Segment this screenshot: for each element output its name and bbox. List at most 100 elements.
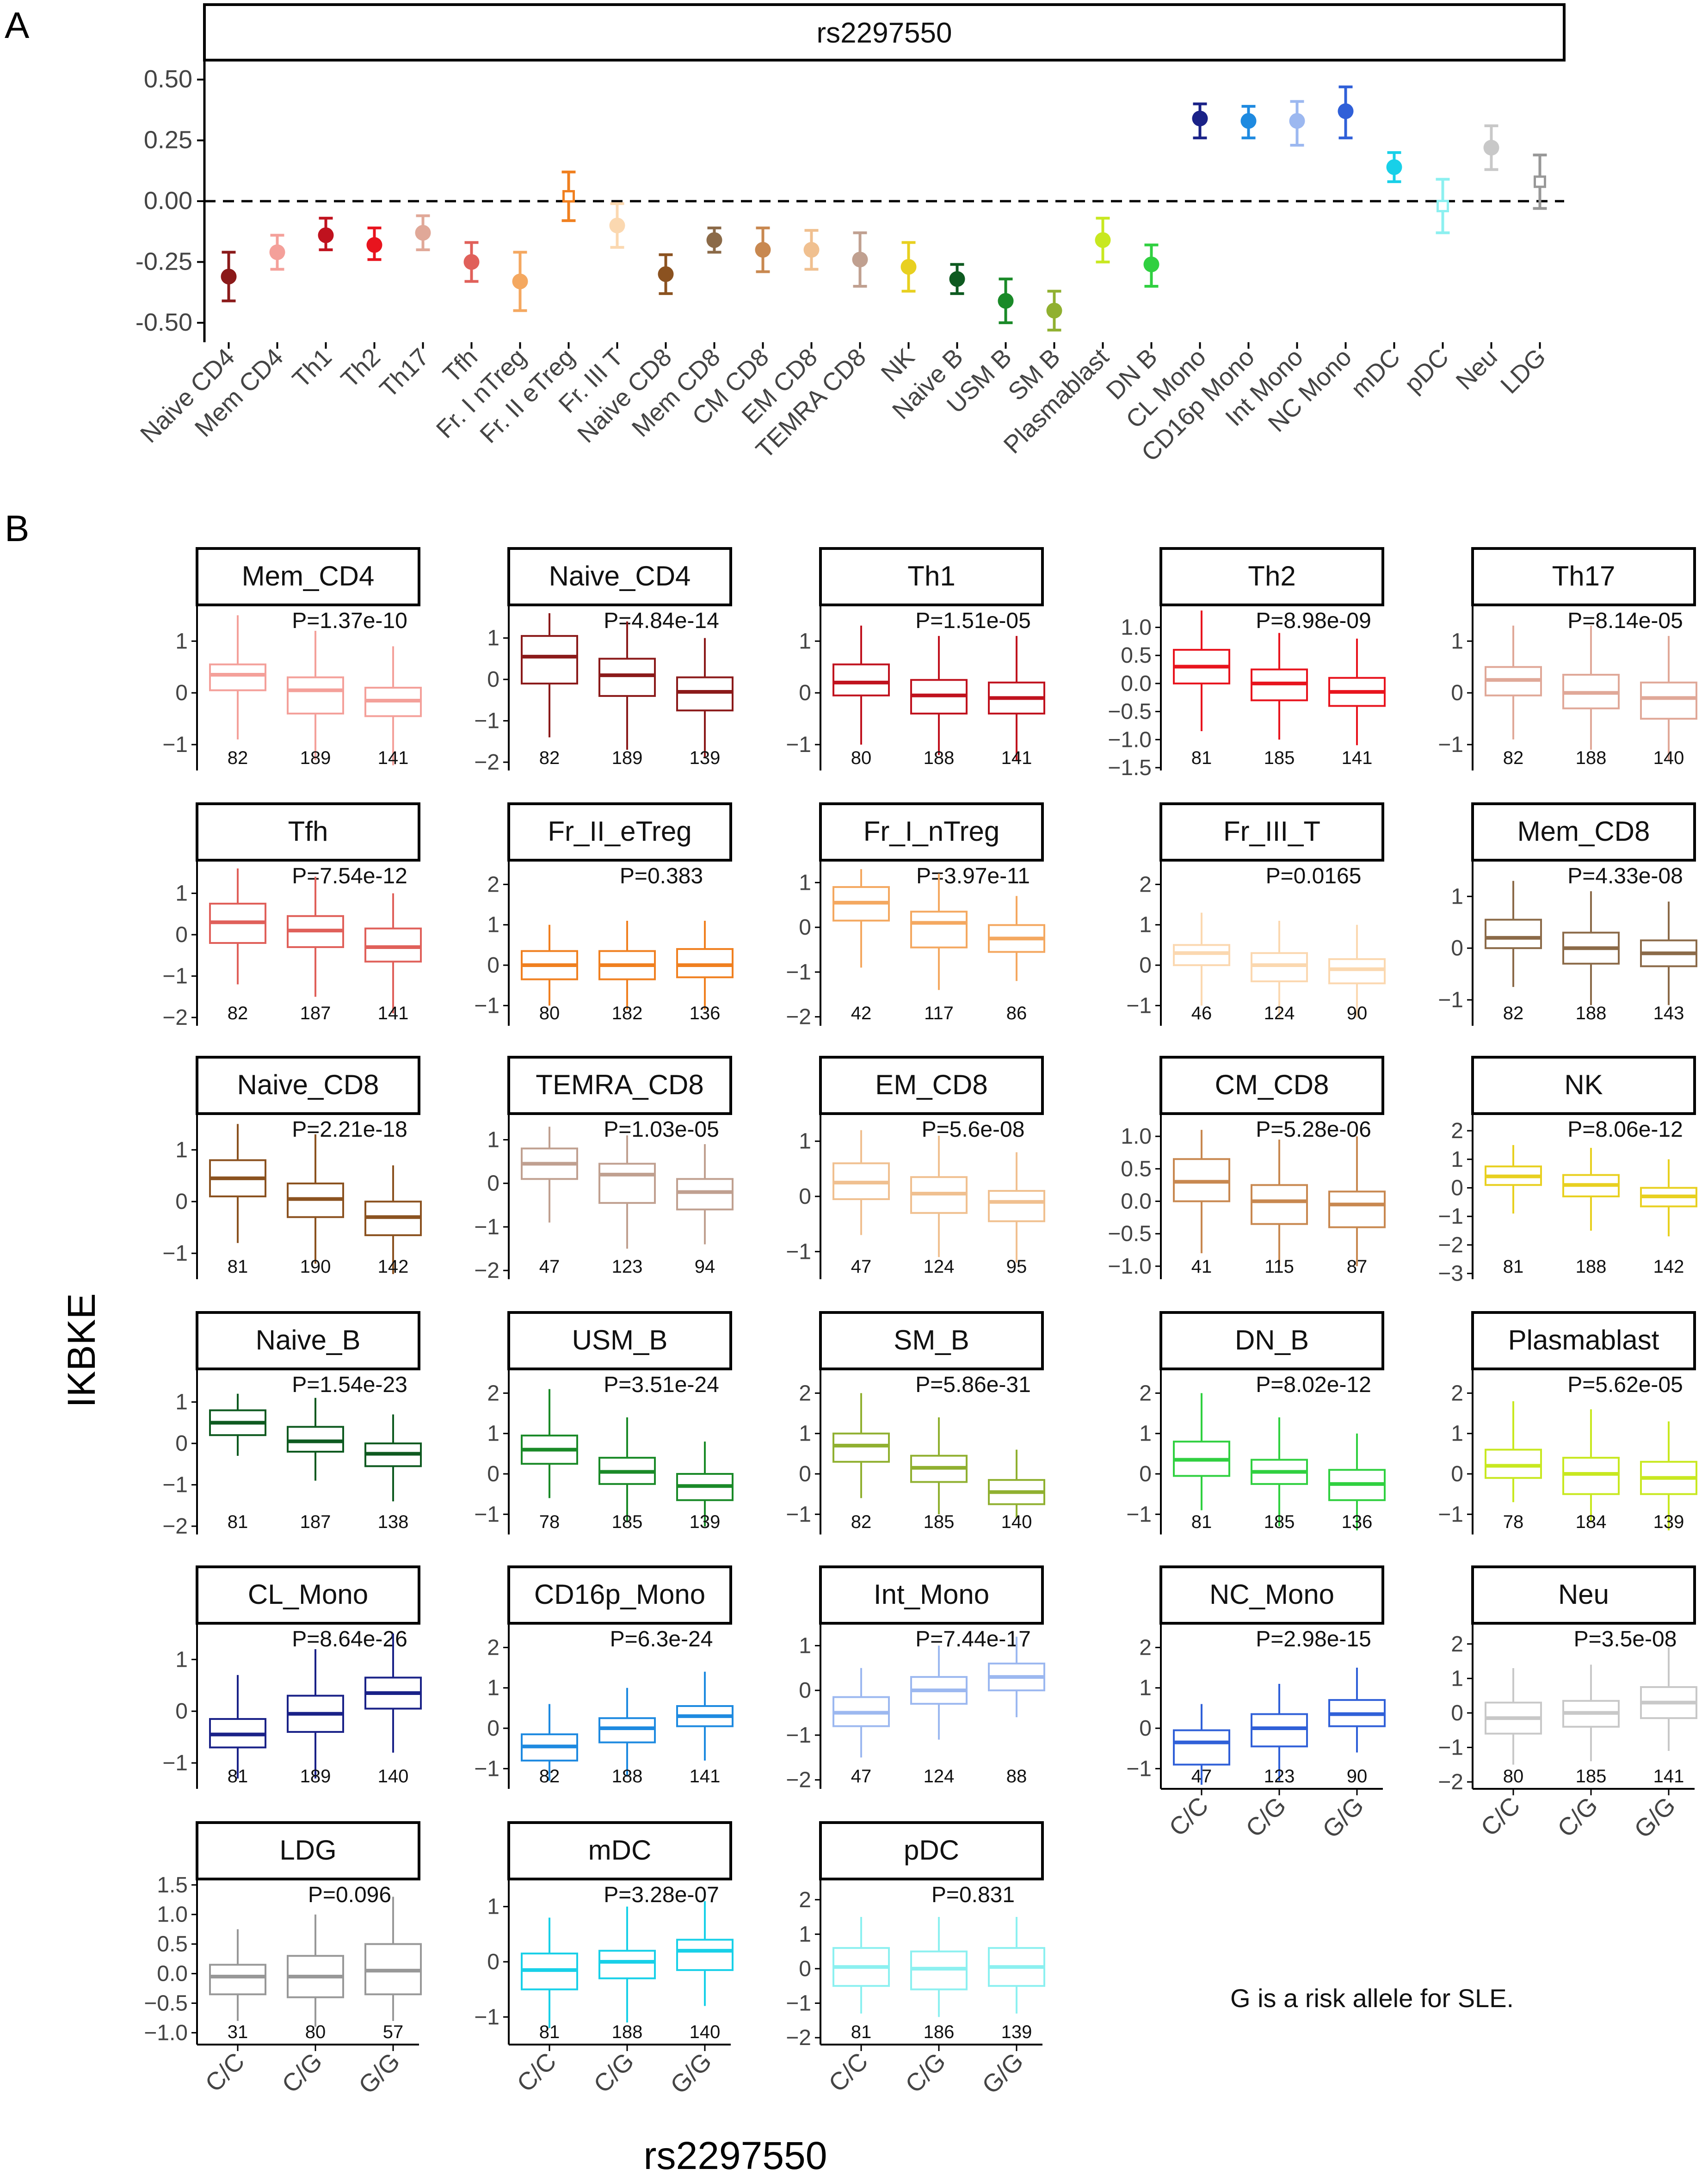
facet-strip [819,1565,1044,1625]
facet-title: Naive_CD4 [549,561,691,591]
box-count: 90 [1347,1766,1368,1787]
facet-title: SM_B [894,1325,969,1355]
facet-p-value: P=3.5e-08 [1574,1627,1677,1651]
facet-y-tick-label: 1.0 [157,1903,188,1927]
facet-title: Int_Mono [874,1579,989,1610]
box-count: 141 [1653,1766,1684,1787]
box-0 [832,1130,890,1235]
box-count: 124 [1264,1003,1295,1023]
box-count: 82 [1503,1003,1524,1023]
box-iqr [1173,1729,1230,1766]
facet-x-tick-label: C/G [277,2047,327,2098]
facet-y-tick-label: 0.0 [157,1962,188,1986]
facet-y-tick-label: 2 [1451,1119,1463,1143]
facet-title: Neu [1558,1579,1609,1610]
facet-tfh: Tfh −2 −1 0 1 P=7.54e-12 82 187 141 [162,802,422,1030]
box-count: 189 [300,1766,331,1787]
box-count: 31 [228,2022,248,2042]
box-count: 81 [228,1766,248,1787]
panel-b-y-label: IKBKE [60,1293,103,1407]
facet-y-tick-label: 0.5 [1121,643,1152,668]
facet-y-tick-label: 1 [1451,1422,1463,1446]
box-count: 143 [1653,1003,1684,1023]
facet-y-tick-label: 1 [799,1129,811,1154]
facet-y-tick-label: 2 [1139,1635,1152,1660]
box-2 [676,1442,734,1527]
box-2 [1328,1136,1386,1266]
box-1 [598,1906,656,2023]
box-1 [1251,633,1308,740]
box-count: 124 [924,1766,955,1787]
panel-a-point-marker [269,244,285,260]
box-iqr [364,927,422,963]
box-0 [1173,610,1230,732]
facet-strip [819,1311,1044,1370]
box-1 [287,1649,344,1779]
panel-a-point-21 [1240,105,1257,140]
facet-title: Naive_B [256,1325,361,1355]
facet-temra-cd8: TEMRA_CD8 −2 −1 0 1 P=1.03e-05 47 123 94 [474,1056,734,1283]
facet-p-value: P=7.44e-17 [915,1627,1031,1651]
facet-strip [1471,1565,1696,1625]
box-count: 81 [851,2022,872,2042]
panel-a-point-marker [1437,200,1449,213]
box-count: 188 [924,748,955,768]
facet-title: Naive_CD8 [237,1069,379,1100]
box-count: 140 [378,1766,409,1787]
facet-strip [196,1056,420,1115]
box-1 [287,1398,344,1481]
facet-fr-ii-etreg: Fr_II_eTreg −1 0 1 2 P=0.383 80 182 136 [474,802,734,1026]
box-0 [832,1668,890,1758]
facet-y-tick-label: 1.0 [1121,616,1152,640]
panel-a-point-marker [1095,232,1111,248]
facet-title: TEMRA_CD8 [536,1069,703,1100]
facet-title: LDG [279,1835,336,1866]
facet-y-tick-label: −1 [1126,993,1152,1018]
panel-a-x-tick-label: Th17 [375,343,434,403]
facet-x-tick-label: G/G [353,2047,405,2099]
box-count: 141 [378,1003,409,1023]
facet-y-tick-label: −1.5 [1108,756,1152,780]
facet-p-value: P=3.97e-11 [916,864,1030,888]
panel-a-x-tick-label: mDC [1346,343,1406,403]
panel-a-y-tick-label: -0.25 [136,247,192,275]
box-iqr [676,948,734,979]
box-2 [988,636,1045,760]
facet-strip [196,1821,420,1880]
panel-a-point-16 [998,277,1014,324]
box-0 [209,1675,266,1779]
facet-p-value: P=8.64e-26 [292,1627,407,1651]
box-count: 117 [924,1003,954,1023]
facet-nk: NK −3 −2 −1 0 1 2 P=8.06e-12 81 188 142 [1438,1056,1697,1286]
box-count: 78 [539,1512,560,1532]
panel-a-point-marker [1289,113,1305,129]
facet-y-tick-label: 1 [487,626,499,651]
box-count: 47 [851,1766,872,1787]
facet-p-value: P=8.98e-09 [1256,609,1371,633]
box-2 [1328,638,1386,745]
facet-p-value: P=2.98e-15 [1256,1627,1371,1651]
facet-strip [1471,547,1696,606]
box-0 [832,1917,890,2014]
facet-p-value: P=2.21e-18 [292,1117,407,1142]
facet-y-tick-label: 2 [487,1381,499,1405]
facet-x-tick-label: G/G [1317,1792,1369,1843]
facet-y-tick-label: 2 [1451,1632,1463,1657]
box-2 [364,646,422,765]
facet-strip [819,1056,1044,1115]
facet-y-tick-label: −1 [162,1241,188,1266]
facet-y-tick-label: 1 [487,1895,499,1919]
facet-y-tick-label: 2 [487,872,499,897]
box-count: 86 [1006,1003,1027,1023]
box-count: 182 [612,1003,643,1023]
facet-y-tick-label: 2 [1139,872,1152,897]
box-iqr [1485,918,1542,949]
panel-a-point-22 [1289,100,1305,147]
panel-a-points [221,85,1547,332]
facet-p-value: P=5.86e-31 [915,1373,1031,1397]
facet-title: Th17 [1552,561,1616,591]
panel-a-point-4 [415,214,431,252]
box-count: 81 [228,1512,248,1532]
facet-strip [196,1565,420,1625]
facet-y-tick-label: 1 [799,1922,811,1947]
